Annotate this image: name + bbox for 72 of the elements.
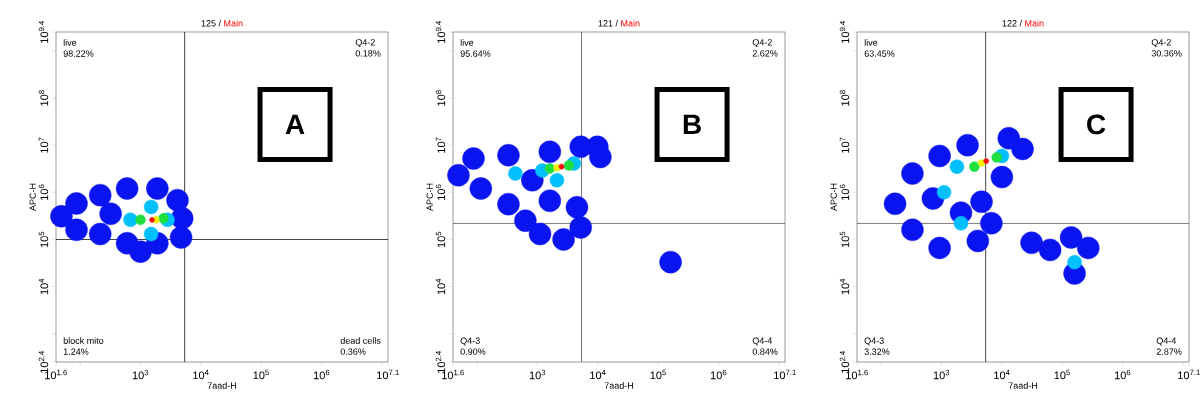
annotation: 0.84% [752,348,778,355]
annotation: dead cells [340,337,381,344]
annotation: live [460,39,474,46]
annotation: Q4-2 [355,39,375,48]
x-tick-label: 10$^{7.1}$ [377,369,399,380]
y-tick-label: 10$^{9.4}$ [38,21,49,43]
x-tick-label: 10$^{7.1}$ [774,369,796,380]
x-tick-label: 10$^{6}$ [313,369,330,380]
annotation: Q4-2 [752,39,772,48]
x-tick-label: 10$^{5}$ [1054,369,1070,380]
x-tick-label: 10$^{4}$ [994,369,1010,380]
y-tick-label: 10$^{7}$ [435,137,446,153]
y-tick-label: 10$^{9.4}$ [435,21,446,43]
chart-subtitle: Main [1025,19,1044,27]
x-tick-label: 10$^{3}$ [933,369,950,380]
annotation: block mito [63,337,104,344]
annotation: 2.87% [1156,348,1182,355]
annotation: C [1087,114,1106,135]
x-axis-title: 7aad-H [207,382,237,389]
x-tick-label: 10$^{7.1}$ [1178,369,1200,380]
y-tick-label: 10$^{6}$ [839,184,850,200]
chart-title: 125 / [201,19,221,27]
annotation: 0.36% [340,348,366,355]
y-tick-label: 10$^{8}$ [435,90,446,106]
x-tick-label: 10$^{4}$ [193,369,209,380]
y-tick-label: 10$^{5}$ [839,231,850,248]
x-tick-label: 10$^{3}$ [529,369,546,380]
x-axis-title: 7aad-H [1008,382,1038,389]
y-axis-title: APC-H [29,183,36,211]
annotation: 98.22% [63,50,94,57]
annotation: 63.45% [864,50,895,57]
annotation: Q4-2 [1151,39,1171,48]
y-tick-label: 10$^{6}$ [435,184,446,200]
annotation: live [864,39,878,46]
x-tick-label: 10$^{4}$ [590,369,606,380]
annotation: 3.32% [864,348,890,355]
annotation: live [63,39,77,46]
annotation: Q4-3 [460,337,480,346]
annotation: 2.62% [752,50,778,57]
annotation: 0.18% [355,50,381,57]
x-tick-label: 10$^{5}$ [253,369,269,380]
chart-title: 122 / [1002,19,1022,27]
chart-subtitle: Main [224,19,243,27]
y-tick-label: 10$^{8}$ [38,90,49,106]
annotation: B [683,114,701,135]
y-axis-title: APC-H [830,183,837,211]
y-tick-label: 10$^{5}$ [38,231,49,248]
x-tick-label: 10$^{6}$ [710,369,727,380]
y-tick-label: 10$^{4}$ [38,278,49,295]
y-tick-label: 10$^{7}$ [38,137,49,153]
x-tick-label: 10$^{3}$ [132,369,149,380]
chart-title: 121 / [598,19,618,27]
chart-subtitle: Main [621,19,640,27]
annotation: A [285,114,305,135]
y-tick-label: 10$^{7}$ [839,137,850,153]
y-tick-label: 10$^{8}$ [839,90,850,106]
annotation: 95.64% [460,50,491,57]
y-tick-label: 10$^{9.4}$ [839,21,850,43]
annotation: Q4-3 [864,337,884,346]
y-axis-title: APC-H [426,183,433,211]
annotation: 1.24% [63,348,89,355]
annotation: 0.90% [460,348,486,355]
annotation: Q4-4 [1156,337,1177,346]
annotation: Q4-4 [752,337,773,346]
y-tick-label: 10$^{6}$ [38,184,49,200]
annotation: 30.36% [1151,50,1182,57]
x-tick-label: 10$^{5}$ [650,369,666,380]
y-tick-label: 10$^{4}$ [435,278,446,295]
x-axis-title: 7aad-H [604,382,634,389]
x-tick-label: 10$^{6}$ [1114,369,1131,380]
y-tick-label: 10$^{5}$ [435,231,446,248]
y-tick-label: 10$^{4}$ [839,278,850,295]
